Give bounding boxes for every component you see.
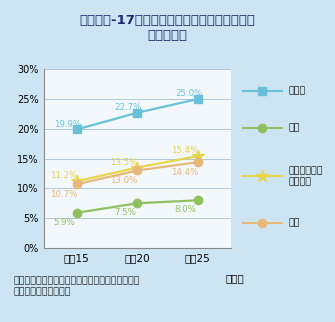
Text: 22.7%: 22.7%: [114, 103, 142, 112]
Text: 13.0%: 13.0%: [110, 176, 137, 185]
Text: 11.2%: 11.2%: [50, 171, 77, 180]
Text: 7.5%: 7.5%: [114, 208, 136, 217]
Text: 企業: 企業: [288, 124, 300, 133]
Text: 19.9%: 19.9%: [54, 119, 81, 128]
Text: 大学等: 大学等: [288, 86, 306, 95]
Text: 14.4%: 14.4%: [171, 168, 198, 177]
Text: 13.5%: 13.5%: [110, 158, 137, 167]
Text: 資料：総務省統計局「科学技術研究調査」を基に
　　　文部科学省作成: 資料：総務省統計局「科学技術研究調査」を基に 文部科学省作成: [13, 277, 140, 296]
Text: （年）: （年）: [225, 273, 244, 283]
Text: 10.7%: 10.7%: [50, 190, 77, 199]
Text: 25.0%: 25.0%: [175, 89, 202, 98]
Text: 15.4%: 15.4%: [171, 146, 198, 155]
Text: 8.0%: 8.0%: [175, 205, 197, 214]
Text: 非営利団体･
公的機関: 非営利団体･ 公的機関: [288, 167, 323, 186]
Text: 総数: 総数: [288, 218, 300, 227]
Text: 第１－２-17図／所属機関ごとの女性研究者の
割合の推移: 第１－２-17図／所属機関ごとの女性研究者の 割合の推移: [80, 14, 255, 42]
Text: 5.9%: 5.9%: [54, 218, 76, 227]
